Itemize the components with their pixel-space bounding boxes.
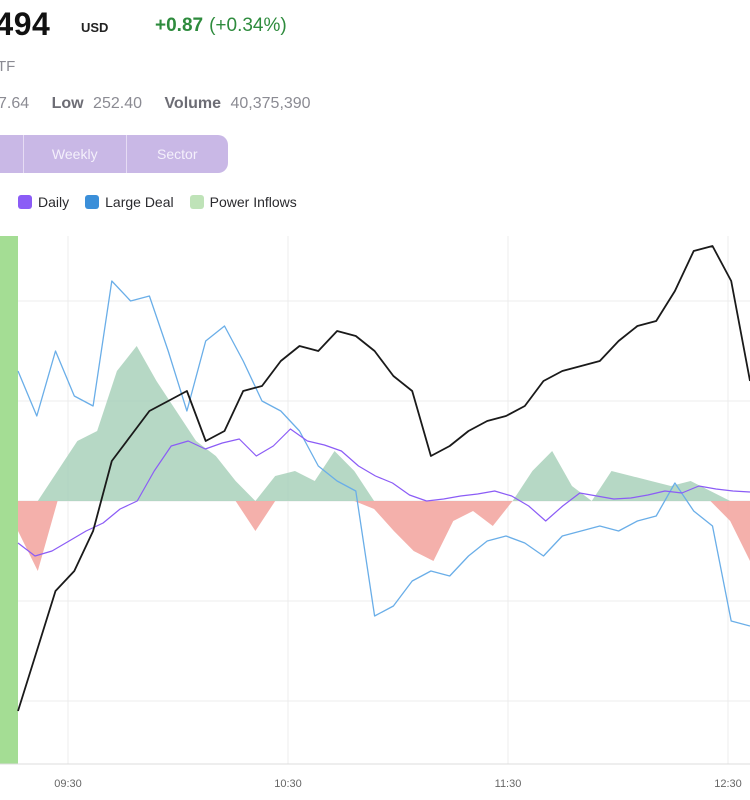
- x-tick-label: 09:30: [54, 778, 82, 790]
- power-inflows-swatch-icon: [189, 195, 204, 209]
- price-change: +0.87 (+0.34%): [155, 15, 287, 37]
- x-tick-label: 10:30: [274, 778, 302, 790]
- price-line: [17, 245, 750, 712]
- change-amount: +0.87: [155, 15, 204, 36]
- exchange-label: TF: [0, 58, 16, 75]
- power-inflows-negative-area: [18, 501, 750, 571]
- large-deal-line: [17, 280, 750, 627]
- legend-daily[interactable]: Daily: [18, 194, 69, 210]
- chart-canvas[interactable]: 09:30 10:30 11:30 12:30: [0, 236, 750, 800]
- tab-daily[interactable]: [0, 135, 23, 173]
- day-stats: 7.64 Low 252.40 Volume 40,375,390: [0, 95, 329, 113]
- legend-large-deal[interactable]: Large Deal: [85, 194, 174, 210]
- last-price: .494: [0, 6, 51, 42]
- daily-line: [17, 428, 750, 557]
- high-value: 7.64: [0, 95, 30, 112]
- legend-large-deal-label: Large Deal: [105, 194, 174, 210]
- low-value: 252.40: [93, 95, 142, 112]
- legend-daily-label: Daily: [38, 194, 70, 210]
- power-inflows-positive-area: [18, 346, 750, 501]
- chart-legend: Daily Large Deal Power Inflows: [18, 194, 297, 210]
- large-deal-swatch-icon: [85, 195, 100, 209]
- tab-weekly[interactable]: Weekly: [23, 135, 126, 173]
- session-band: [0, 236, 18, 764]
- currency-code: USD: [81, 20, 109, 35]
- x-tick-label: 12:30: [714, 778, 742, 790]
- low-label: Low: [51, 95, 84, 112]
- daily-swatch-icon: [18, 195, 32, 209]
- legend-power-inflows[interactable]: Power Inflows: [189, 194, 297, 210]
- period-tabs: Weekly Sector: [0, 135, 228, 173]
- x-tick-label: 11:30: [495, 778, 522, 790]
- tab-sector[interactable]: Sector: [125, 135, 229, 173]
- volume-label: Volume: [164, 95, 222, 112]
- flow-chart[interactable]: 09:30 10:30 11:30 12:30: [0, 236, 750, 800]
- legend-power-inflows-label: Power Inflows: [209, 194, 297, 210]
- volume-value: 40,375,390: [230, 95, 311, 112]
- change-percent: (+0.34%): [209, 15, 287, 36]
